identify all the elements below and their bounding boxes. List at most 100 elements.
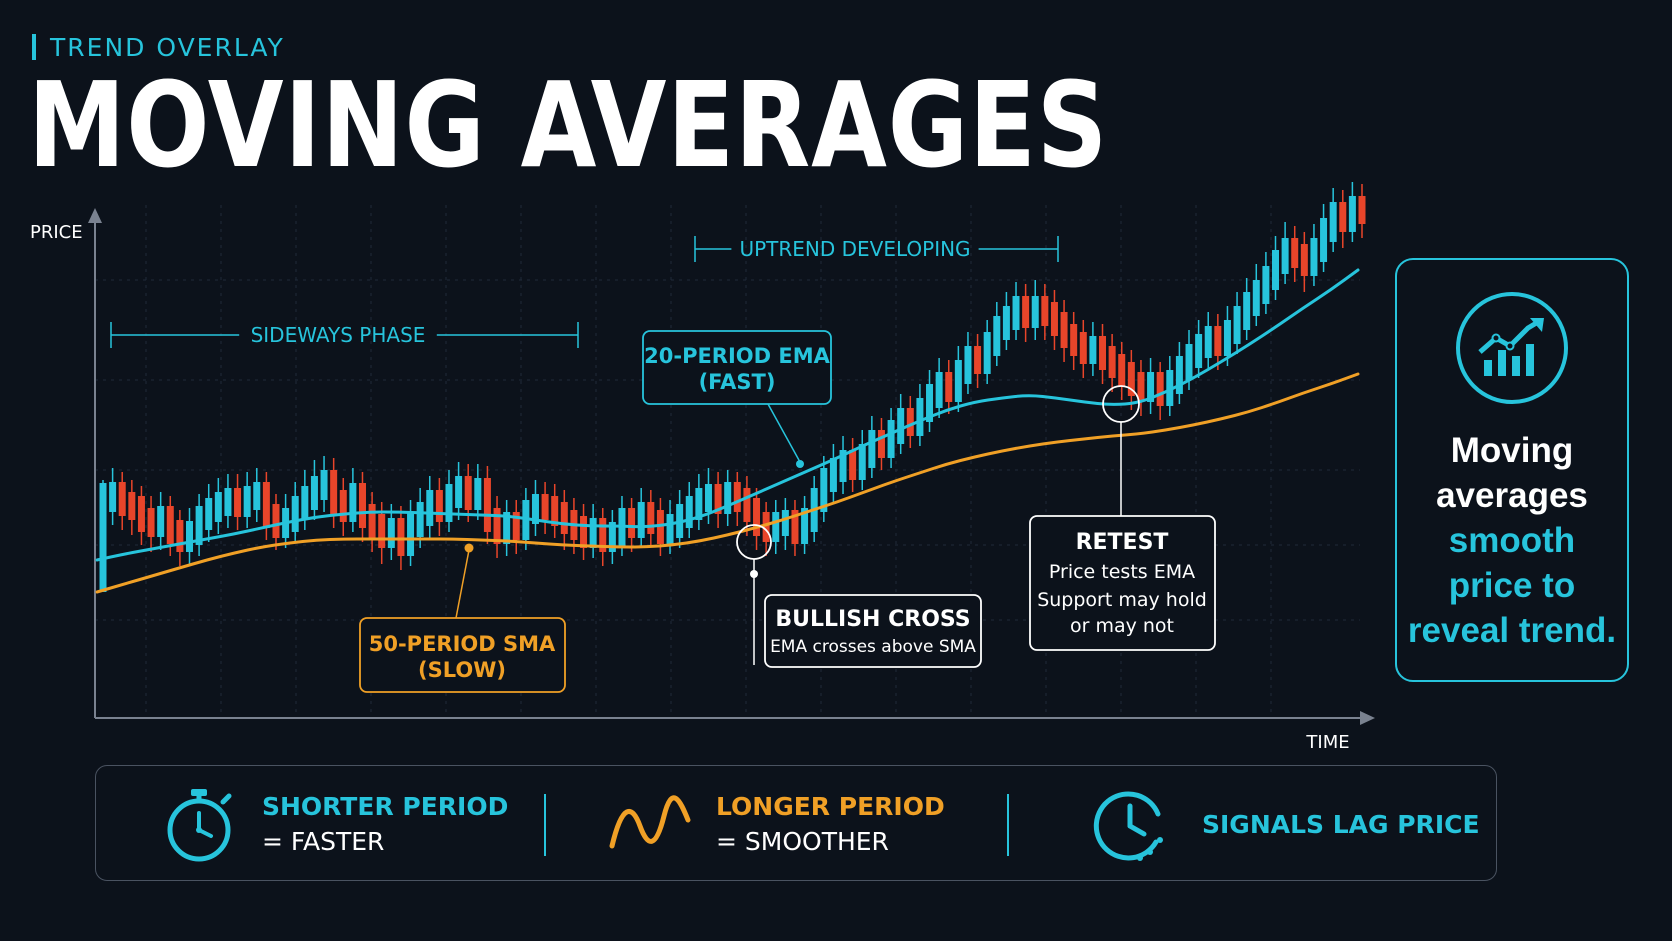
candle-up bbox=[916, 384, 924, 446]
candle-up bbox=[608, 510, 616, 564]
candle-down bbox=[1127, 350, 1135, 410]
candle-up bbox=[157, 492, 165, 550]
candle-body bbox=[551, 496, 559, 526]
candle-body bbox=[1329, 202, 1337, 242]
candle-body bbox=[416, 502, 424, 537]
divider bbox=[544, 794, 546, 856]
candle-body bbox=[128, 492, 136, 520]
key-point-lag: SIGNALS LAG PRICE bbox=[1092, 766, 1480, 882]
candle-body bbox=[455, 476, 463, 508]
y-axis-label: PRICE bbox=[30, 222, 83, 243]
candle-body bbox=[330, 470, 338, 514]
candle-up bbox=[224, 474, 232, 528]
candle-body bbox=[503, 512, 511, 544]
candle-up bbox=[1233, 292, 1241, 354]
candle-body bbox=[157, 506, 165, 537]
wave-icon bbox=[609, 795, 691, 849]
candle-body bbox=[1243, 292, 1251, 330]
retest-callout-box bbox=[1029, 515, 1216, 651]
candle-body bbox=[1185, 344, 1193, 380]
candle-up bbox=[820, 456, 828, 522]
candle-body bbox=[1127, 362, 1135, 396]
candle-down bbox=[714, 472, 722, 528]
candle-up bbox=[685, 482, 693, 538]
candle-body bbox=[397, 518, 405, 556]
candle-body bbox=[474, 478, 482, 510]
candle-body bbox=[1233, 306, 1241, 344]
candle-body bbox=[464, 476, 472, 510]
candle-body bbox=[1099, 336, 1107, 370]
candle-down bbox=[1070, 312, 1078, 370]
candle-body bbox=[877, 430, 885, 458]
x-axis-label: TIME bbox=[1305, 732, 1349, 753]
candle-body bbox=[704, 484, 712, 512]
candle-body bbox=[1022, 296, 1030, 328]
candle-down bbox=[493, 496, 501, 558]
candle-body bbox=[887, 420, 895, 458]
candle-body bbox=[849, 450, 857, 480]
key-point-shorter-title: SHORTER PERIOD bbox=[262, 792, 509, 821]
candle-down bbox=[906, 396, 914, 448]
uptrend-bracket-label: UPTREND DEVELOPING bbox=[739, 237, 970, 261]
candle-body bbox=[628, 508, 636, 538]
candle-down bbox=[1214, 314, 1222, 370]
candle-body bbox=[666, 514, 674, 544]
candle-body bbox=[695, 488, 703, 520]
candle-body bbox=[589, 518, 597, 548]
chart-axes: PRICE TIME bbox=[30, 208, 1375, 753]
candle-down bbox=[1041, 284, 1049, 340]
candle-up bbox=[964, 332, 972, 394]
candle-body bbox=[1262, 266, 1270, 304]
candle-up bbox=[887, 408, 895, 468]
candle-body bbox=[753, 498, 761, 536]
retest-callout-line-2: Support may hold bbox=[1037, 589, 1207, 611]
cross-callout-box bbox=[764, 594, 982, 668]
candle-up bbox=[455, 462, 463, 520]
key-point-shorter: SHORTER PERIOD = FASTER bbox=[166, 766, 508, 882]
candle-up bbox=[1262, 252, 1270, 314]
candle-up bbox=[426, 476, 434, 538]
candle-up bbox=[695, 474, 703, 530]
sma-callout-dot bbox=[464, 543, 474, 553]
candle-body bbox=[205, 498, 213, 530]
retest-callout-line-1: Price tests EMA bbox=[1049, 561, 1195, 583]
candle-up bbox=[1243, 278, 1251, 340]
candle-body bbox=[1079, 332, 1087, 364]
candle-down bbox=[849, 438, 857, 492]
candle-body bbox=[1147, 372, 1155, 402]
candle-down bbox=[580, 504, 588, 560]
candle-up bbox=[99, 480, 107, 592]
candle-body bbox=[743, 488, 751, 522]
candle-up bbox=[993, 302, 1001, 366]
candle-up bbox=[1195, 320, 1203, 378]
candle-body bbox=[1002, 306, 1010, 340]
candle-up bbox=[1272, 236, 1280, 300]
candle-up bbox=[1223, 306, 1231, 366]
candle-body bbox=[906, 408, 914, 436]
candle-up bbox=[926, 370, 934, 432]
candle-up bbox=[1310, 224, 1318, 286]
candle-down bbox=[339, 478, 347, 536]
candle-down bbox=[330, 458, 338, 528]
candle-body bbox=[608, 522, 616, 552]
candle-body bbox=[945, 372, 953, 402]
candle-body bbox=[829, 458, 837, 492]
candle-body bbox=[1358, 196, 1366, 224]
candle-body bbox=[858, 444, 866, 480]
candle-body bbox=[435, 490, 443, 522]
candle-body bbox=[195, 506, 203, 545]
candle-body bbox=[656, 510, 664, 544]
candle-down bbox=[483, 466, 491, 544]
candle-down bbox=[176, 510, 184, 566]
candle-down bbox=[368, 492, 376, 552]
sma-callout-title: 50-PERIOD SMA bbox=[369, 632, 556, 656]
candle-body bbox=[772, 512, 780, 542]
candle-body bbox=[1300, 244, 1308, 276]
candle-body bbox=[407, 513, 415, 556]
candle-down bbox=[1137, 360, 1145, 416]
summary-line-1: Moving bbox=[1450, 431, 1574, 470]
candle-down bbox=[262, 472, 270, 540]
candle-up bbox=[829, 444, 837, 502]
candle-down bbox=[1060, 300, 1068, 362]
candle-up bbox=[781, 498, 789, 550]
